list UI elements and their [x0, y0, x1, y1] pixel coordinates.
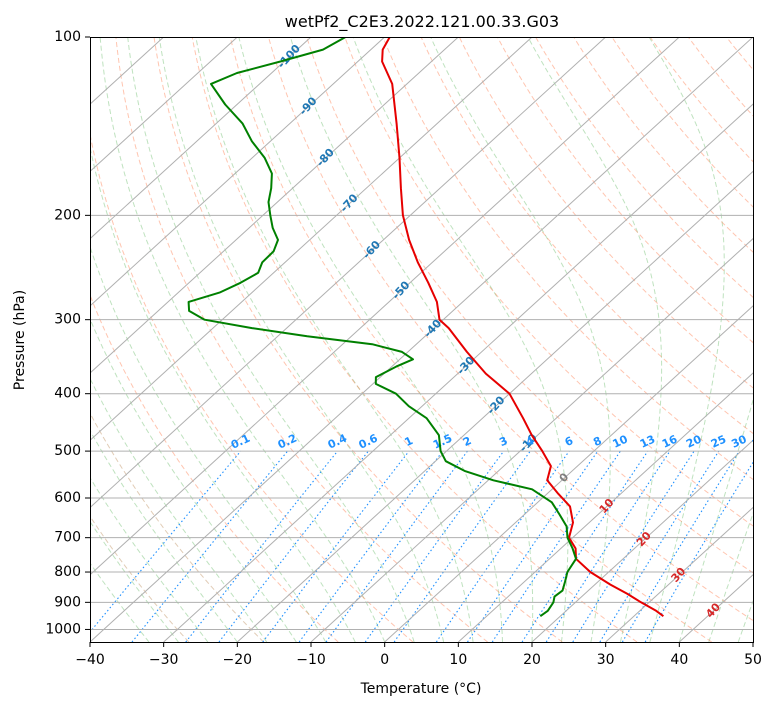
moist-adiabat-line [90, 144, 356, 642]
isotherm-gridline [90, 37, 753, 642]
y-tick-label: 700 [54, 530, 81, 546]
mixing-ratio-line [599, 450, 720, 642]
moist-adiabat-line [90, 244, 327, 642]
mixing-ratio-line [644, 461, 753, 642]
x-tick-label: 10 [449, 652, 467, 668]
mixing-ratio-line [364, 450, 505, 642]
dry-adiabat-line [268, 37, 753, 622]
axis-ticks: −40 −30 −20 −10 0 10 20 30 40 50 100 200 300 400 500 60… [45, 29, 762, 668]
x-tick-label: 40 [670, 652, 688, 668]
moist-adiabat-line [678, 398, 753, 642]
x-tick-label: −20 [223, 652, 253, 668]
dry-adiabat-line [229, 37, 712, 642]
isotherm-gridline [90, 37, 459, 374]
y-tick-label: 800 [54, 564, 81, 580]
chart-title: wetPf2_C2E3.2022.121.00.33.G03 [285, 12, 559, 32]
dry-adiabat-line [649, 37, 753, 163]
mixing-ratio-label: 16 [660, 432, 680, 450]
isotherm-gridline [90, 37, 533, 442]
moist-adiabat-line [195, 37, 474, 642]
moist-adiabat-line [708, 512, 753, 642]
plot-area: -100-90-80-70-60-50-40-30-20-10010203040… [90, 37, 770, 642]
dry-adiabat-line [90, 515, 190, 642]
moist-adiabat-line [90, 317, 297, 642]
moist-adiabat-line [352, 37, 569, 642]
dewpoint-line [187, 37, 577, 618]
dry-adiabat-line [611, 37, 753, 208]
x-tick-label: −30 [149, 652, 179, 668]
dry-adiabat-line [90, 293, 339, 642]
mixing-ratio-line [393, 450, 531, 642]
moist-adiabat-line [158, 37, 445, 642]
mixing-ratio-line [185, 450, 339, 642]
isotherm-gridline [384, 305, 753, 642]
dry-adiabat-line [535, 37, 753, 298]
x-tick-label: −40 [75, 652, 105, 668]
mixing-ratio-line [467, 450, 599, 642]
isotherm-gridline [236, 170, 753, 642]
moist-adiabat-line [90, 377, 268, 642]
moist-adiabat-line [99, 37, 386, 642]
dry-adiabat-line [382, 37, 753, 481]
temperature-line [381, 37, 664, 618]
x-tick-label: 50 [744, 652, 762, 668]
isotherm-gridline [90, 37, 386, 307]
dry-adiabat-line [344, 37, 753, 527]
mixing-ratio-label: 20 [684, 432, 704, 450]
mixing-ratio-label: 36 [750, 432, 770, 450]
isotherm-gridline [163, 103, 753, 642]
mixing-ratio-line [90, 450, 242, 633]
y-tick-label: 400 [54, 386, 81, 402]
y-tick-label: 100 [54, 29, 81, 45]
mixing-ratio-label: 25 [709, 433, 728, 451]
y-tick-label: 600 [54, 490, 81, 506]
mixing-ratio-line [545, 450, 671, 642]
moist-adiabat-line [527, 37, 663, 642]
mixing-ratio-line [218, 450, 369, 642]
isotherm-gridline [90, 37, 238, 173]
y-tick-label: 200 [54, 207, 81, 223]
x-axis-title: Temperature (°C) [360, 681, 482, 697]
dry-adiabat-line [458, 37, 753, 389]
mixing-ratio-label: 13 [638, 433, 657, 451]
moist-adiabat-line [90, 429, 238, 642]
moist-adiabat-line [238, 37, 503, 642]
dry-adiabat-line [306, 37, 753, 574]
y-tick-label: 1000 [45, 621, 81, 637]
x-tick-label: 30 [597, 652, 615, 668]
mixing-ratio-label: 30 [729, 432, 749, 450]
isotherm-gridline [310, 237, 753, 642]
dry-adiabat-line [191, 37, 638, 642]
mixing-ratio-label: 10 [611, 432, 631, 450]
mixing-ratio-line [131, 450, 289, 642]
moist-adiabats [90, 37, 753, 642]
moist-adiabat-line [648, 37, 725, 642]
x-tick-label: 0 [380, 652, 389, 668]
sounding-series [187, 37, 664, 618]
y-tick-label: 500 [54, 443, 81, 459]
isotherm-gridline [90, 37, 312, 240]
mixing-ratio-line [572, 450, 695, 642]
x-tick-label: 20 [523, 652, 541, 668]
isotherm-gridline [90, 37, 680, 576]
plot-frame [90, 37, 754, 643]
dry-adiabat-line [496, 37, 753, 344]
isotherm-gridline [605, 506, 753, 642]
y-tick-label: 900 [54, 594, 81, 610]
y-tick-label: 300 [54, 312, 81, 328]
dry-adiabat-line [115, 37, 488, 642]
moist-adiabat-line [127, 37, 415, 642]
mixing-ratio-line [262, 450, 410, 642]
isotherm-gridline [90, 37, 607, 509]
y-axis-title: Pressure (hPa) [12, 290, 28, 390]
x-tick-label: −10 [296, 652, 326, 668]
moist-adiabat-line [430, 37, 611, 642]
isotherm-gridline [531, 439, 753, 642]
